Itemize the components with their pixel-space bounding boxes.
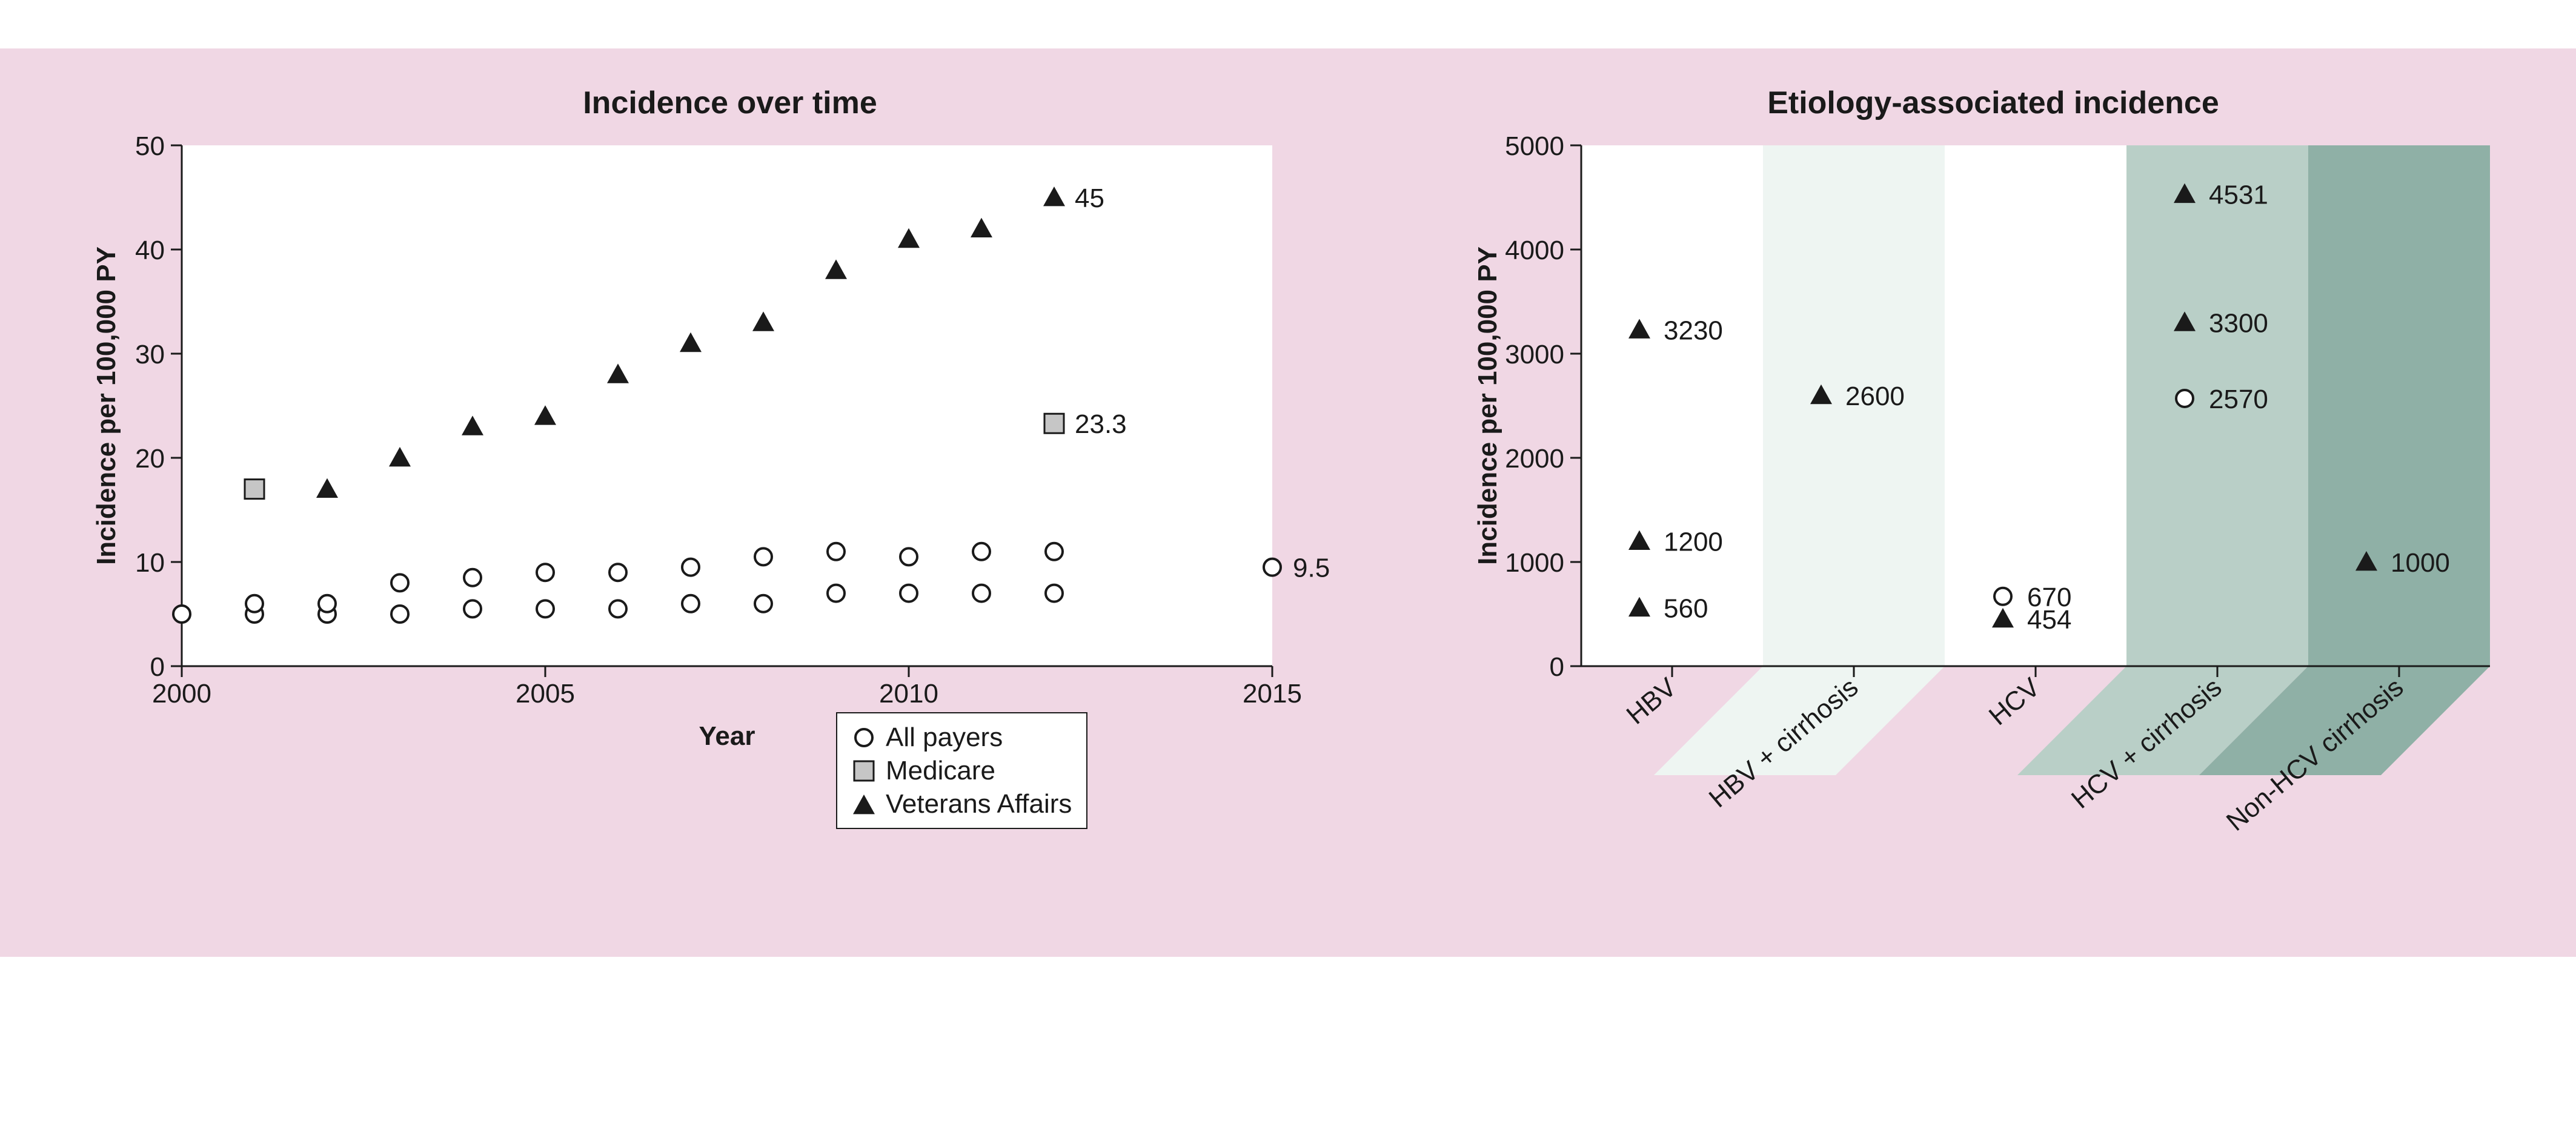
svg-text:40: 40 — [135, 236, 165, 265]
left-panel: Incidence over time 0 10 20 30 40 50 2000 2005 2… — [85, 85, 1375, 769]
svg-text:560: 560 — [1664, 594, 1708, 624]
svg-text:2005: 2005 — [516, 679, 575, 709]
svg-text:2600: 2600 — [1845, 382, 1905, 411]
svg-text:45: 45 — [1075, 183, 1104, 213]
legend-item: All payers — [852, 721, 1072, 754]
left-title: Incidence over time — [85, 85, 1375, 121]
legend-item-label: Veterans Affairs — [886, 787, 1072, 821]
svg-text:2000: 2000 — [1505, 444, 1564, 474]
svg-text:0: 0 — [1550, 652, 1564, 682]
legend-item: Medicare — [852, 754, 1072, 787]
svg-text:20: 20 — [135, 444, 165, 474]
svg-text:2015: 2015 — [1243, 679, 1302, 709]
svg-text:30: 30 — [135, 340, 165, 369]
svg-text:454: 454 — [2027, 605, 2071, 635]
right-panel: Etiology-associated incidence 0 1000 2000 3… — [1460, 85, 2526, 836]
svg-text:1200: 1200 — [1664, 527, 1723, 557]
svg-text:2010: 2010 — [879, 679, 938, 709]
svg-text:1000: 1000 — [1505, 548, 1564, 578]
figure-panel-bg: Incidence over time 0 10 20 30 40 50 2000 2005 2… — [0, 48, 2576, 957]
svg-text:3300: 3300 — [2209, 308, 2268, 338]
right-chart-svg: 0 1000 2000 3000 4000 5000 Incidence per 100,0… — [1460, 133, 2526, 836]
svg-text:10: 10 — [135, 548, 165, 578]
left-chart-svg: 0 10 20 30 40 50 2000 2005 2010 2015 Year Incidence… — [85, 133, 1375, 769]
svg-text:1000: 1000 — [2391, 548, 2450, 578]
svg-text:9.5: 9.5 — [1293, 554, 1330, 583]
svg-text:HCV: HCV — [1983, 672, 2046, 732]
svg-text:23.3: 23.3 — [1075, 409, 1127, 439]
figure-outer: Incidence over time 0 10 20 30 40 50 2000 2005 2… — [0, 0, 2576, 957]
svg-text:50: 50 — [135, 133, 165, 161]
svg-text:2570: 2570 — [2209, 385, 2268, 414]
svg-text:4000: 4000 — [1505, 236, 1564, 265]
svg-text:3230: 3230 — [1664, 316, 1723, 345]
right-title: Etiology-associated incidence — [1460, 85, 2526, 121]
legend-item: Veterans Affairs — [852, 787, 1072, 821]
legend-item-label: Medicare — [886, 754, 995, 787]
svg-text:Incidence per 100,000 PY: Incidence per 100,000 PY — [91, 246, 121, 565]
legend-item-label: All payers — [886, 721, 1003, 754]
svg-text:4531: 4531 — [2209, 180, 2268, 210]
svg-text:3000: 3000 — [1505, 340, 1564, 369]
svg-text:Year: Year — [699, 721, 755, 751]
svg-text:0: 0 — [150, 652, 165, 682]
svg-text:2000: 2000 — [152, 679, 211, 709]
svg-text:HBV: HBV — [1621, 672, 1682, 730]
svg-text:5000: 5000 — [1505, 133, 1564, 161]
svg-text:Incidence per 100,000 PY: Incidence per 100,000 PY — [1473, 246, 1502, 565]
legend-box: All payersMedicareVeterans Affairs — [836, 712, 1087, 829]
